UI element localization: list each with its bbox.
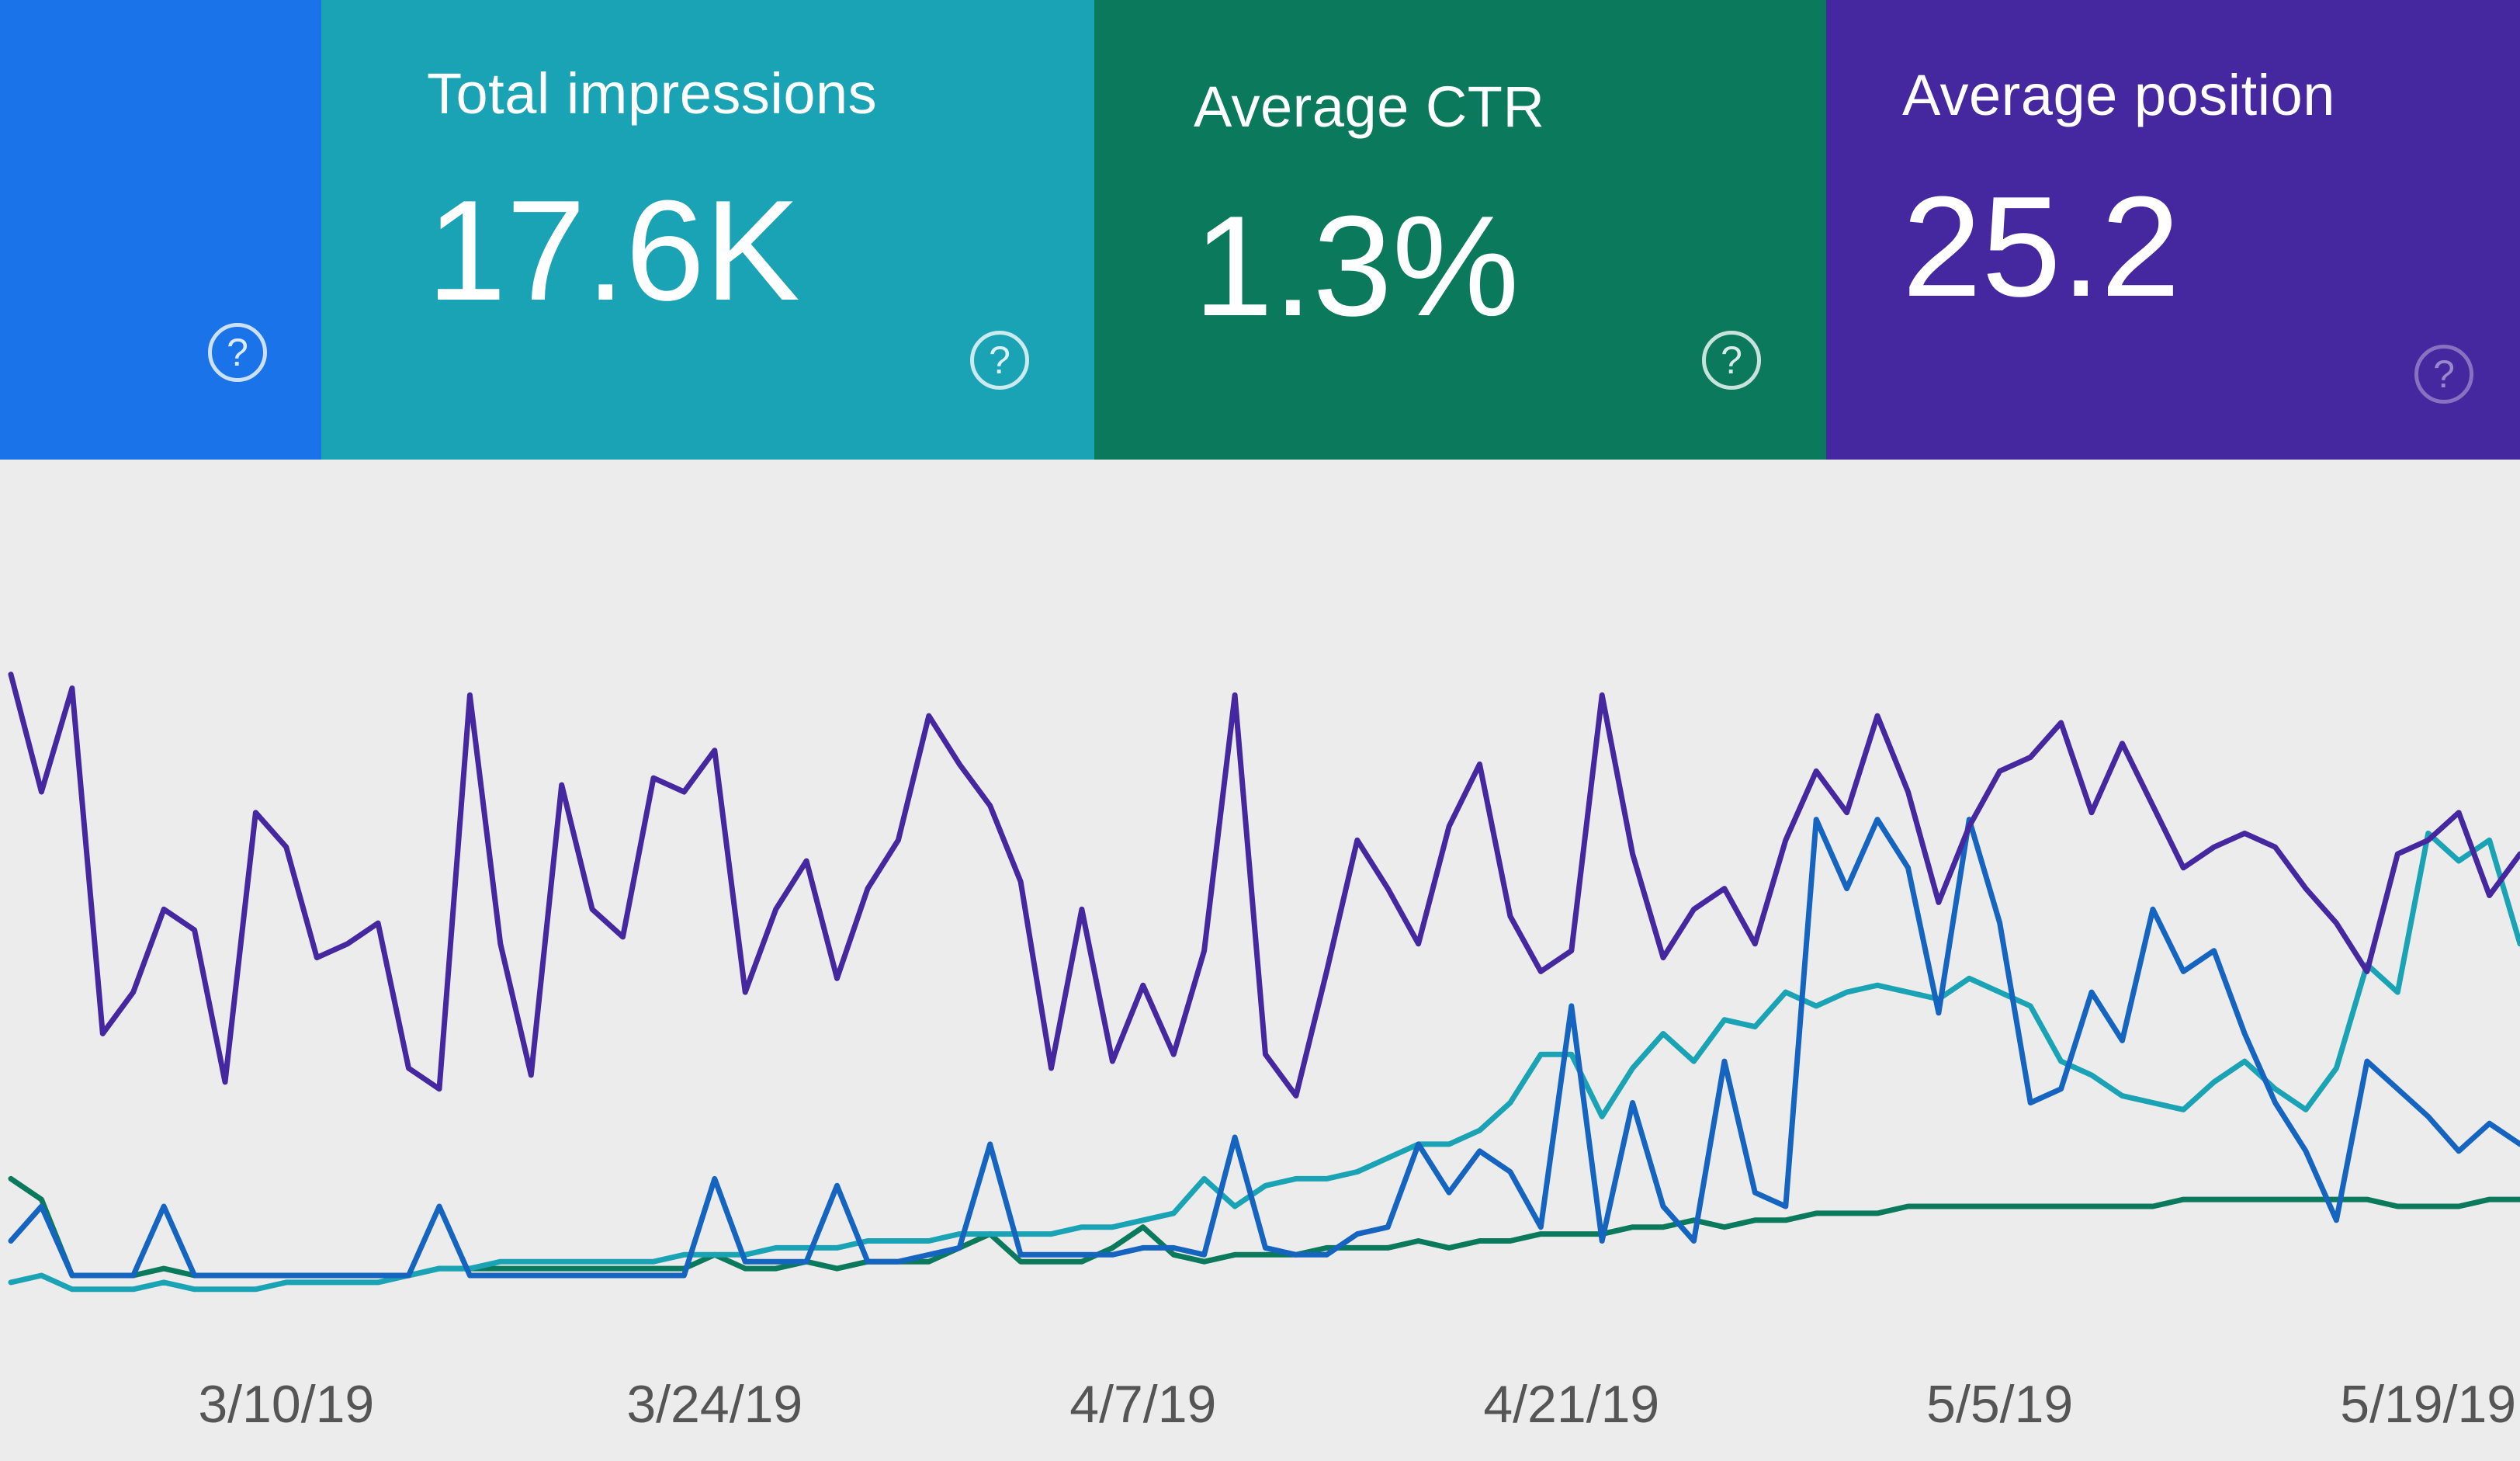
card-value: 17.6K — [427, 170, 800, 330]
help-icon[interactable]: ? — [1702, 331, 1761, 390]
card-value: 25.2 — [1902, 166, 2181, 326]
card-title: Average position — [1902, 63, 2335, 127]
x-tick-label: 4/21/19 — [1483, 1375, 1659, 1434]
card-total-impressions[interactable]: Total impressions 17.6K ? — [321, 0, 1094, 460]
card-average-ctr[interactable]: Average CTR 1.3% ? — [1094, 0, 1826, 460]
x-tick-label: 3/10/19 — [198, 1375, 374, 1434]
x-tick-label: 5/19/19 — [2340, 1375, 2516, 1434]
metric-cards: ? Total impressions 17.6K ? Average CTR … — [0, 0, 2520, 460]
help-icon[interactable]: ? — [970, 331, 1029, 390]
card-title: Total impressions — [427, 61, 878, 126]
x-tick-label: 5/5/19 — [1926, 1375, 2073, 1434]
help-icon[interactable]: ? — [2414, 345, 2473, 404]
performance-line-chart[interactable]: 3/10/19 3/24/19 4/7/19 4/21/19 5/5/19 5/19/19 — [0, 460, 2520, 1461]
series-line-clicks[interactable] — [8, 817, 2520, 1279]
series-line-average-position[interactable] — [8, 672, 2520, 1099]
series-line-average-ctr[interactable] — [8, 1175, 2520, 1279]
help-icon[interactable]: ? — [208, 323, 267, 382]
card-value: 1.3% — [1194, 186, 1520, 345]
card-title: Average CTR — [1194, 75, 1545, 139]
card-total-clicks[interactable]: ? — [0, 0, 321, 460]
series-line-total-impressions[interactable] — [8, 830, 2520, 1293]
card-average-position[interactable]: Average position 25.2 ? — [1826, 0, 2520, 460]
x-tick-label: 4/7/19 — [1069, 1375, 1216, 1434]
x-tick-label: 3/24/19 — [626, 1375, 802, 1434]
